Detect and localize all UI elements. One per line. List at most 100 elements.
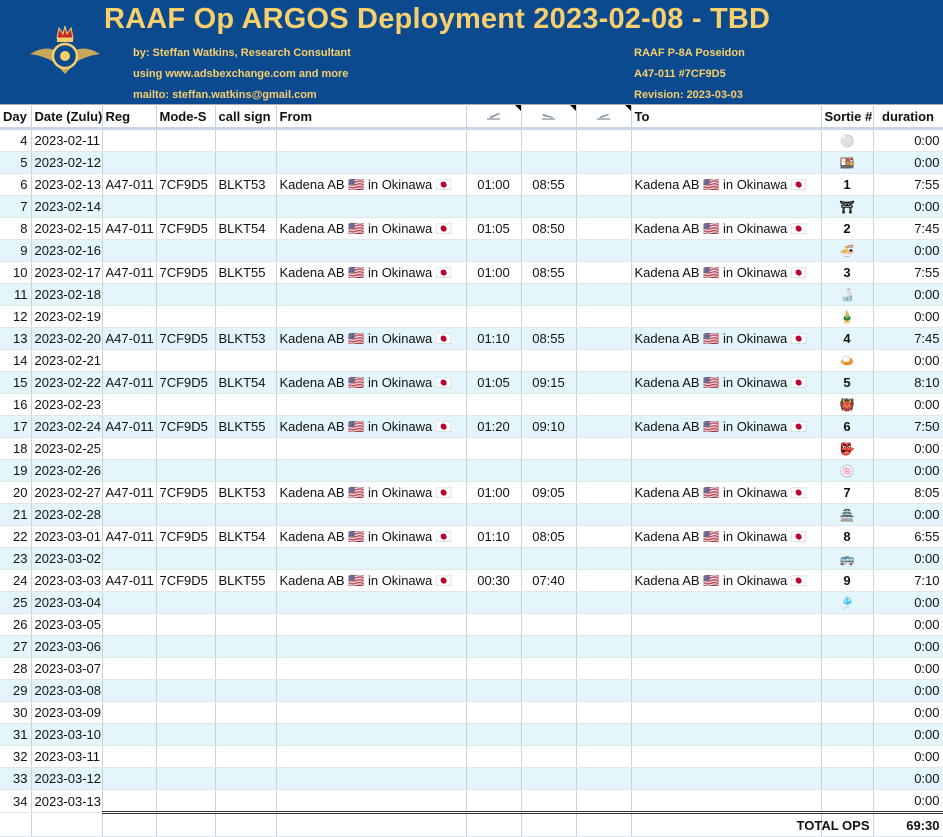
cell-to[interactable]: Kadena AB 🇺🇸 in Okinawa 🇯🇵 (631, 327, 822, 350)
cell-from[interactable] (276, 723, 467, 746)
cell-transit[interactable] (576, 151, 632, 174)
cell-arrival[interactable] (521, 745, 577, 768)
cell-transit[interactable] (576, 569, 632, 592)
cell-departure[interactable]: 01:00 (466, 261, 522, 284)
cell-transit[interactable] (576, 393, 632, 416)
cell-from[interactable] (276, 767, 467, 790)
cell-sortie[interactable] (821, 789, 874, 813)
cell-sortie[interactable] (821, 701, 874, 724)
cell-modes[interactable] (156, 151, 216, 174)
cell-arrival[interactable] (521, 591, 577, 614)
col-to[interactable]: To (631, 104, 822, 130)
cell-departure[interactable]: 00:30 (466, 569, 522, 592)
cell-departure[interactable] (466, 283, 522, 306)
cell-day[interactable]: 5 (0, 151, 32, 174)
cell-to[interactable] (631, 459, 822, 482)
cell-sortie[interactable]: ⛩ (821, 195, 874, 218)
cell-reg[interactable] (102, 789, 157, 813)
cell-callsign[interactable]: BLKT53 (215, 327, 277, 350)
cell-sortie[interactable] (821, 657, 874, 680)
cell-sortie[interactable] (821, 723, 874, 746)
cell-to[interactable] (631, 613, 822, 636)
cell-transit[interactable] (576, 525, 632, 548)
cell-sortie[interactable]: 🚌 (821, 547, 874, 570)
cell-modes[interactable] (156, 591, 216, 614)
cell-from[interactable] (276, 239, 467, 262)
cell-reg[interactable] (102, 283, 157, 306)
cell-callsign[interactable]: BLKT54 (215, 525, 277, 548)
cell-sortie[interactable]: 6 (821, 415, 874, 438)
cell-transit[interactable] (576, 459, 632, 482)
cell-reg[interactable] (102, 679, 157, 702)
cell-departure[interactable] (466, 679, 522, 702)
cell-modes[interactable] (156, 723, 216, 746)
cell-arrival[interactable]: 08:50 (521, 217, 577, 240)
cell-date[interactable]: 2023-03-13 (31, 789, 103, 813)
cell-modes[interactable] (156, 679, 216, 702)
cell-duration[interactable]: 0:00 (873, 195, 943, 218)
cell-reg[interactable]: A47-011 (102, 261, 157, 284)
cell-date[interactable]: 2023-02-12 (31, 151, 103, 174)
cell-from[interactable]: Kadena AB 🇺🇸 in Okinawa 🇯🇵 (276, 327, 467, 350)
cell-reg[interactable] (102, 195, 157, 218)
cell-date[interactable]: 2023-02-16 (31, 239, 103, 262)
cell-duration[interactable]: 0:00 (873, 723, 943, 746)
cell-date[interactable]: 2023-03-12 (31, 767, 103, 790)
cell-from[interactable] (276, 635, 467, 658)
cell-sortie[interactable]: 🍱 (821, 151, 874, 174)
cell-transit[interactable] (576, 128, 632, 152)
cell-to[interactable] (631, 437, 822, 460)
cell-sortie[interactable]: 👺 (821, 437, 874, 460)
cell-day[interactable]: 32 (0, 745, 32, 768)
cell-sortie[interactable]: ⚪ (821, 128, 874, 152)
cell-arrival[interactable] (521, 635, 577, 658)
cell-callsign[interactable] (215, 305, 277, 328)
cell-sortie[interactable]: 🍛 (821, 349, 874, 372)
cell-arrival[interactable] (521, 195, 577, 218)
cell-reg[interactable] (102, 349, 157, 372)
cell-departure[interactable]: 01:05 (466, 371, 522, 394)
cell-date[interactable]: 2023-02-23 (31, 393, 103, 416)
cell-duration[interactable]: 8:05 (873, 481, 943, 504)
cell-date[interactable]: 2023-02-15 (31, 217, 103, 240)
cell-transit[interactable] (576, 217, 632, 240)
cell-arrival[interactable] (521, 767, 577, 790)
col-from[interactable]: From (276, 104, 467, 130)
cell-callsign[interactable] (215, 239, 277, 262)
cell-duration[interactable]: 0:00 (873, 679, 943, 702)
cell-date[interactable]: 2023-02-14 (31, 195, 103, 218)
col-transit[interactable] (576, 104, 632, 130)
cell-day[interactable]: 26 (0, 613, 32, 636)
cell-departure[interactable]: 01:00 (466, 173, 522, 196)
cell-transit[interactable] (576, 173, 632, 196)
col-modes[interactable]: Mode-S (156, 104, 216, 130)
cell-to[interactable] (631, 128, 822, 152)
cell-transit[interactable] (576, 349, 632, 372)
cell-arrival[interactable]: 07:40 (521, 569, 577, 592)
cell-date[interactable]: 2023-02-20 (31, 327, 103, 350)
col-takeoff[interactable] (466, 104, 522, 130)
cell-day[interactable]: 31 (0, 723, 32, 746)
cell-sortie[interactable]: 4 (821, 327, 874, 350)
cell-modes[interactable] (156, 635, 216, 658)
cell-modes[interactable] (156, 503, 216, 526)
cell-arrival[interactable] (521, 613, 577, 636)
cell-arrival[interactable]: 08:55 (521, 173, 577, 196)
cell-from[interactable] (276, 128, 467, 152)
cell-departure[interactable] (466, 723, 522, 746)
cell-day[interactable]: 30 (0, 701, 32, 724)
cell-to[interactable] (631, 635, 822, 658)
cell-reg[interactable] (102, 547, 157, 570)
cell-modes[interactable]: 7CF9D5 (156, 173, 216, 196)
cell-duration[interactable]: 0:00 (873, 789, 943, 813)
cell-reg[interactable]: A47-011 (102, 173, 157, 196)
cell-from[interactable] (276, 789, 467, 813)
cell-transit[interactable] (576, 415, 632, 438)
cell-arrival[interactable] (521, 283, 577, 306)
cell-day[interactable]: 10 (0, 261, 32, 284)
cell-duration[interactable]: 0:00 (873, 128, 943, 152)
cell-departure[interactable] (466, 789, 522, 813)
cell-sortie[interactable] (821, 613, 874, 636)
cell-modes[interactable] (156, 767, 216, 790)
cell-duration[interactable]: 7:45 (873, 327, 943, 350)
